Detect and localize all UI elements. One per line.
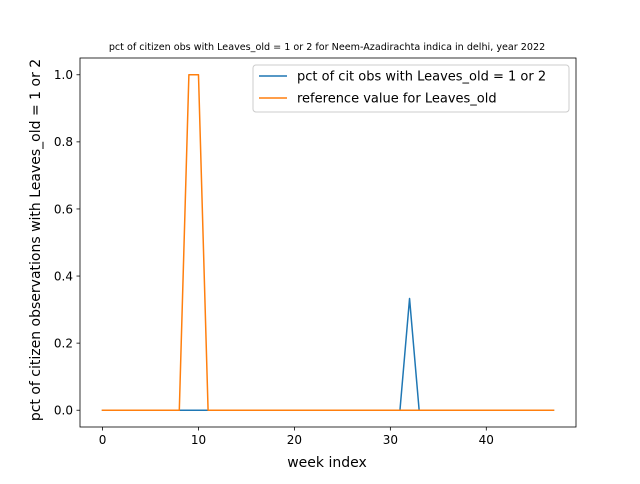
y-tick-label: 0.0 [54,404,73,418]
legend: pct of cit obs with Leaves_old = 1 or 2 r… [252,64,570,113]
x-tick-label: 40 [479,433,494,447]
y-axis-label: pct of citizen observations with Leaves_… [28,59,44,421]
x-axis-label: week index [287,455,367,471]
y-tick-label: 0.6 [54,202,73,216]
series-layer [101,74,555,411]
y-tick-label: 0.2 [54,336,73,350]
x-tick-label: 20 [287,433,302,447]
plot-area [80,58,576,427]
legend-label-1: pct of cit obs with Leaves_old = 1 or 2 [297,70,546,85]
legend-label-2: reference value for Leaves_old [297,92,497,107]
y-tick-label: 0.4 [54,269,73,283]
legend-box [252,64,570,113]
chart-title: pct of citizen obs with Leaves_old = 1 o… [109,42,545,53]
series-line-2 [101,74,555,411]
x-tick-label: 10 [191,433,206,447]
y-axis-ticks: 0.0 0.2 0.4 0.6 0.8 1.0 [54,68,80,418]
x-tick-label: 30 [383,433,398,447]
x-tick-label: 0 [99,433,107,447]
y-tick-label: 1.0 [54,68,73,82]
y-tick-label: 0.8 [54,135,73,149]
plot-frame [79,57,577,428]
x-axis-ticks: 0 10 20 30 40 [99,427,494,447]
